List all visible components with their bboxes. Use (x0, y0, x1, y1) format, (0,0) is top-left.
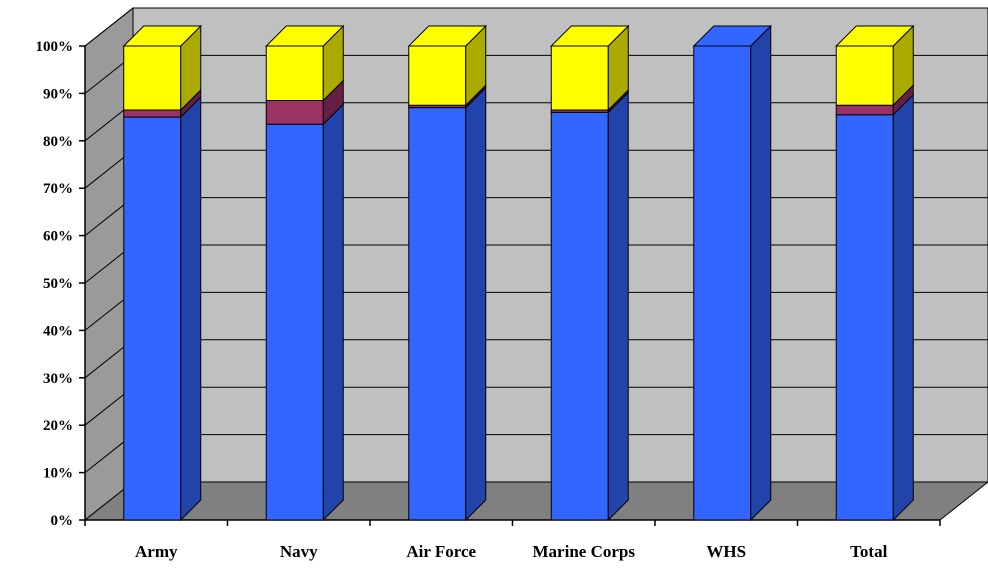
bar-top-face (550, 25, 630, 47)
y-tick-label: 0% (51, 513, 74, 529)
bar-stack-marine-corps (550, 24, 630, 522)
y-tick-label: 90% (43, 86, 73, 102)
bar-segment (123, 109, 182, 118)
bar-top-face (692, 25, 772, 47)
y-tick-label: 100% (36, 39, 74, 55)
x-tick-label: Marine Corps (533, 542, 636, 561)
y-tick-label: 20% (43, 418, 73, 434)
bar-segment-side (322, 103, 344, 522)
bar-segment (550, 45, 609, 111)
bar-segment (123, 45, 182, 111)
bar-segment (408, 107, 467, 521)
x-tick-label: WHS (706, 542, 746, 561)
y-tick-label: 60% (43, 229, 73, 245)
bar-stack-whs (692, 24, 772, 522)
y-tick-label: 80% (43, 134, 73, 150)
bar-top-face (835, 25, 915, 47)
y-tick-label: 50% (43, 276, 73, 292)
y-tick-label: 40% (43, 323, 73, 339)
bar-segment (265, 45, 324, 102)
axes (79, 45, 941, 526)
bars (122, 24, 915, 522)
bar-segment (408, 45, 467, 106)
bar-stack-air-force (407, 24, 487, 522)
gridline (84, 7, 988, 47)
bar-segment-side (180, 95, 202, 522)
y-tick-label: 70% (43, 181, 73, 197)
bar-segment (835, 104, 894, 116)
bar-stack-army (122, 24, 202, 522)
bar-segment (123, 116, 182, 521)
x-tick-label: Navy (280, 542, 318, 561)
bar-segment (265, 100, 324, 125)
bar-segment-side (465, 86, 487, 522)
bar-top-face (265, 25, 345, 47)
bar-segment-side (750, 24, 772, 522)
bar-stack-navy (265, 24, 345, 522)
bar-stack-total (835, 24, 915, 522)
bar-segment (550, 111, 609, 521)
bar-top-face (122, 25, 202, 47)
bar-segment (835, 114, 894, 521)
x-tick-label: Total (850, 542, 887, 561)
bar-segment (835, 45, 894, 106)
x-tick-labels: Army Navy Air Force Marine Corps WHS Total (135, 542, 888, 561)
bar-segment (693, 45, 752, 521)
x-tick-label: Air Force (406, 542, 476, 561)
y-tick-labels: 0% 10% 20% 30% 40% 50% 60% 70% 80% 90% 100% (36, 39, 74, 529)
bar-segment-side (892, 93, 914, 522)
bar-top-face (407, 25, 487, 47)
bar-segment-side (607, 91, 629, 522)
y-tick-label: 30% (43, 371, 73, 387)
y-tick-label: 10% (43, 466, 73, 482)
x-tick-label: Army (135, 542, 178, 561)
bar-segment (265, 123, 324, 521)
